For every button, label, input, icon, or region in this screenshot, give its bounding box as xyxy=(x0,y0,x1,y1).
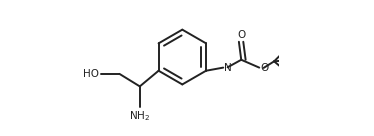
Text: O: O xyxy=(237,30,245,40)
Text: N: N xyxy=(224,63,232,73)
Text: HO: HO xyxy=(83,69,99,79)
Text: O: O xyxy=(260,63,268,73)
Text: NH$_2$: NH$_2$ xyxy=(129,109,150,123)
